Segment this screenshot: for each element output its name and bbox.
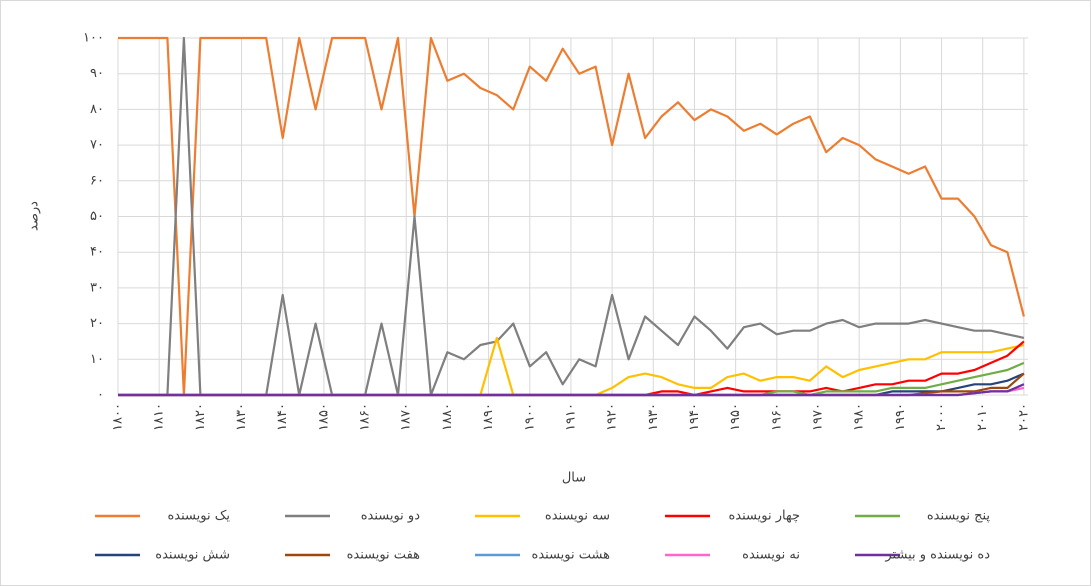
x-tick-label: ۱۸۴۰ <box>275 403 290 431</box>
legend-label: یک نویسنده <box>168 509 231 524</box>
x-tick-label: ۲۰۰۰ <box>934 403 949 431</box>
legend-label: دو نویسنده <box>361 509 421 524</box>
y-tick-label: ۱۰۰ <box>83 31 104 46</box>
x-tick-label: ۱۹۱۰ <box>563 403 578 431</box>
x-tick-label: ۱۹۲۰ <box>605 403 620 431</box>
x-tick-label: ۱۸۵۰ <box>316 403 331 431</box>
series-line <box>118 36 1025 397</box>
y-tick-label: ۹۰ <box>90 66 104 81</box>
x-tick-label: ۱۹۰۰ <box>522 403 537 431</box>
y-tick-label: ۷۰ <box>90 138 104 153</box>
series-line <box>118 36 1025 397</box>
x-tick-label: ۱۸۹۰ <box>481 403 496 431</box>
legend-label: چهار نویسنده <box>728 509 800 524</box>
x-tick-label: ۱۹۳۰ <box>646 403 661 431</box>
x-tick-label: ۱۹۶۰ <box>769 403 784 431</box>
x-tick-label: ۱۸۳۰ <box>234 403 249 431</box>
legend-label: هفت نویسنده <box>347 548 421 563</box>
x-tick-label: ۱۸۰۰ <box>111 403 126 431</box>
x-tick-label: ۱۹۷۰ <box>811 403 826 431</box>
y-tick-label: ۴۰ <box>90 245 104 260</box>
y-tick-label: ۲۰ <box>90 316 104 331</box>
legend-label: شش نویسنده <box>155 548 230 563</box>
x-tick-label: ۱۸۱۰ <box>152 403 167 431</box>
x-tick-label: ۱۹۹۰ <box>893 403 908 431</box>
y-axis-title: درصد <box>27 201 42 231</box>
x-tick-label: ۱۹۸۰ <box>852 403 867 431</box>
x-tick-label: ۲۰۲۰ <box>1016 403 1031 431</box>
x-tick-label: ۱۸۶۰ <box>358 403 373 431</box>
y-tick-label: ۱۰ <box>90 352 104 367</box>
legend-label: نه نویسنده <box>742 548 800 563</box>
x-tick-label: ۱۸۷۰ <box>399 403 414 431</box>
legend-label: ده نویسنده و بیشتر <box>884 548 990 563</box>
y-tick-label: ۳۰ <box>90 280 104 295</box>
series-line <box>118 383 1025 397</box>
legend-label: سه نویسنده <box>545 509 610 524</box>
y-tick-label: ۵۰ <box>90 209 104 224</box>
x-tick-label: ۱۸۸۰ <box>440 403 455 431</box>
y-tick-label: ۸۰ <box>90 102 104 117</box>
y-tick-label: ۰ <box>97 388 104 403</box>
x-tick-label: ۱۹۵۰ <box>728 403 743 431</box>
x-tick-label: ۱۹۴۰ <box>687 403 702 431</box>
legend-label: پنج نویسنده <box>927 509 991 524</box>
x-tick-label: ۲۰۱۰ <box>975 403 990 431</box>
x-tick-label: ۱۸۲۰ <box>193 403 208 431</box>
y-tick-label: ۶۰ <box>90 173 104 188</box>
legend-label: هشت نویسنده <box>532 548 611 563</box>
x-axis-title: سال <box>562 471 586 486</box>
